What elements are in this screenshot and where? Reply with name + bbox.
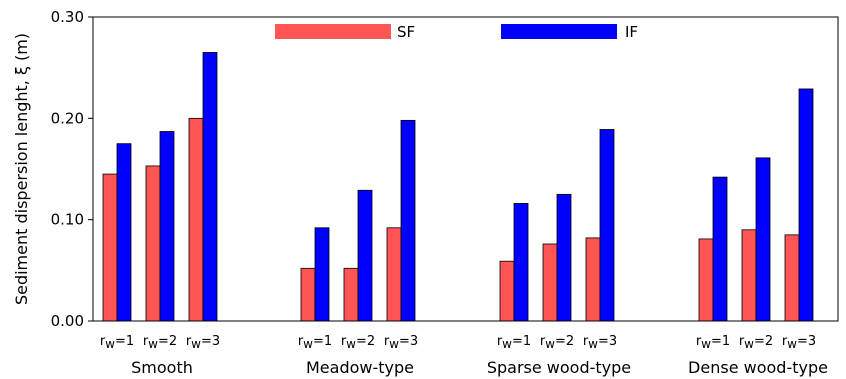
legend-label-if: IF [625, 23, 638, 41]
bar-sf [784, 234, 800, 322]
y-tick-label: 0.30 [51, 8, 84, 26]
bar-sf [542, 243, 558, 322]
bar-if [556, 193, 572, 322]
legend-swatch-if [501, 24, 617, 39]
subcategory-label: rw=3 [186, 334, 220, 351]
bar-if [400, 119, 416, 322]
legend-label-sf: SF [397, 23, 415, 41]
bar-sf [102, 173, 118, 322]
subcategory-label: rw=1 [100, 334, 134, 351]
bar-if [513, 203, 529, 322]
group-label: Sparse wood-type [487, 358, 631, 377]
subcategory-label: rw=2 [739, 334, 773, 351]
bar-sf [300, 267, 316, 322]
bar-sf [585, 237, 601, 322]
group-label: Smooth [131, 358, 193, 377]
bar-if [357, 189, 373, 322]
subcategory-label: rw=1 [298, 334, 332, 351]
bar-if [755, 157, 771, 322]
subcategory-label: rw=3 [782, 334, 816, 351]
y-tick-label: 0.00 [51, 312, 84, 330]
y-tick-label: 0.10 [51, 211, 84, 229]
bar-if [202, 52, 218, 322]
bar-sf [698, 238, 714, 322]
plot-area: 0.00 0.10 0.20 0.30 rw=1 rw=2 rw=3 Smooth rw=1 rw… [51, 8, 828, 377]
y-tick-label: 0.20 [51, 109, 84, 127]
subcategory-label: rw=3 [384, 334, 418, 351]
subcategory-label: rw=3 [583, 334, 617, 351]
bar-if [712, 176, 728, 322]
bar-if [159, 131, 175, 322]
bar-if [314, 227, 330, 322]
bar-sf [499, 260, 515, 322]
subcategory-label: rw=1 [497, 334, 531, 351]
group-label: Dense wood-type [688, 358, 828, 377]
plot-frame [92, 16, 839, 322]
bar-sf [145, 165, 161, 322]
subcategory-label: rw=2 [341, 334, 375, 351]
y-axis-label: Sediment dispersion lenght, ξ (m) [12, 33, 31, 305]
bar-sf [343, 267, 359, 322]
bar-if [116, 143, 132, 322]
bar-sf [188, 117, 204, 322]
legend: SF IF [275, 23, 638, 41]
subcategory-label: rw=2 [540, 334, 574, 351]
bar-if [798, 88, 814, 322]
subcategory-label: rw=1 [696, 334, 730, 351]
subcategory-label: rw=2 [143, 334, 177, 351]
bar-sf [741, 229, 757, 322]
bar-sf [386, 227, 402, 322]
group-label: Meadow-type [306, 358, 414, 377]
bar-if [599, 129, 615, 322]
legend-swatch-sf [275, 24, 391, 39]
